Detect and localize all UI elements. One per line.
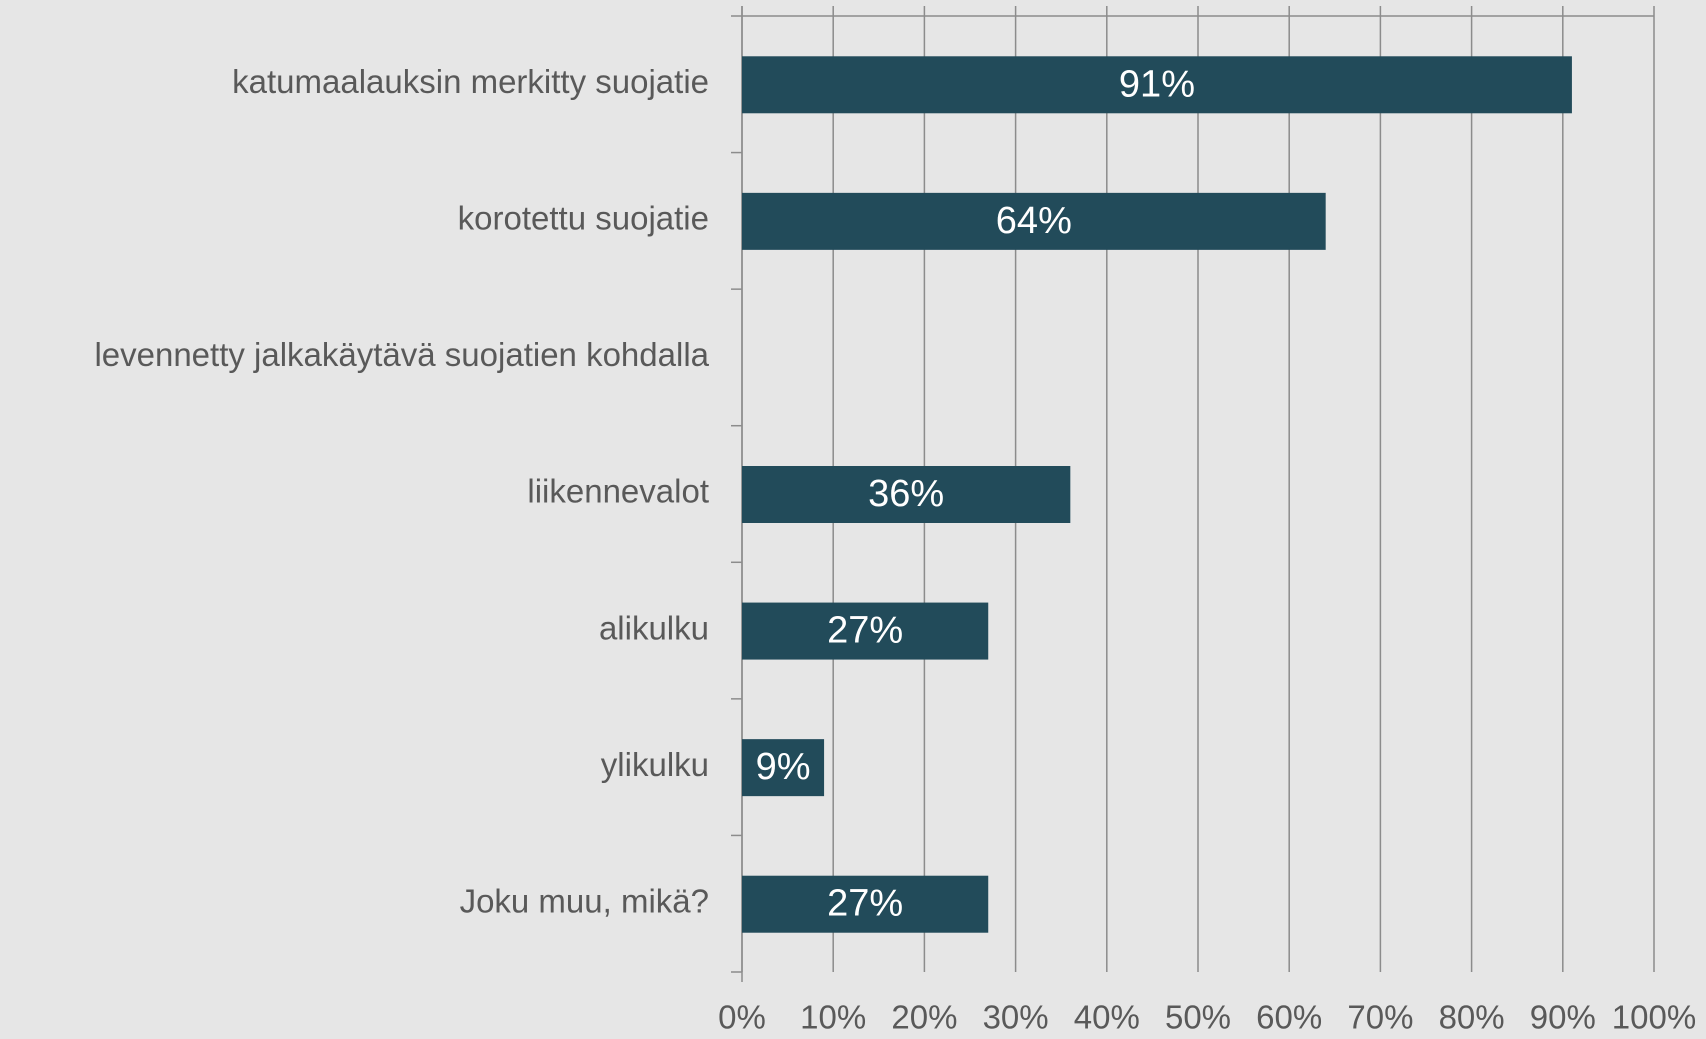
bar xyxy=(742,192,1326,250)
y-tick-label: ylikulku xyxy=(601,746,709,783)
x-tick-label: 100% xyxy=(1612,999,1696,1036)
x-tick-label: 90% xyxy=(1530,999,1596,1036)
x-tick-label: 40% xyxy=(1074,999,1140,1036)
y-tick-label: alikulku xyxy=(599,609,709,646)
y-tick-label: korotettu suojatie xyxy=(458,200,709,237)
value-label: 27% xyxy=(827,883,903,925)
y-tick-label: liikennevalot xyxy=(527,473,709,510)
value-label: 36% xyxy=(868,473,944,515)
value-label: 64% xyxy=(996,200,1072,242)
y-tick-label: Joku muu, mikä? xyxy=(460,882,709,919)
value-label: 9% xyxy=(756,746,811,788)
bar xyxy=(742,739,825,797)
x-tick-label: 30% xyxy=(983,999,1049,1036)
x-tick-label: 10% xyxy=(800,999,866,1036)
x-tick-label: 60% xyxy=(1256,999,1322,1036)
bar xyxy=(742,56,1572,114)
y-tick-label: katumaalauksin merkitty suojatie xyxy=(232,63,709,100)
bar xyxy=(742,466,1071,523)
x-tick-label: 50% xyxy=(1165,999,1231,1036)
x-tick-label: 80% xyxy=(1439,999,1505,1036)
value-label: 27% xyxy=(827,610,903,652)
bar xyxy=(742,602,989,660)
x-tick-label: 0% xyxy=(718,999,766,1036)
value-label: 91% xyxy=(1119,63,1195,105)
x-tick-label: 70% xyxy=(1347,999,1413,1036)
y-tick-label: levennetty jalkakäytävä suojatien kohdal… xyxy=(94,336,709,373)
x-tick-label: 20% xyxy=(891,999,957,1036)
bar xyxy=(742,875,989,933)
